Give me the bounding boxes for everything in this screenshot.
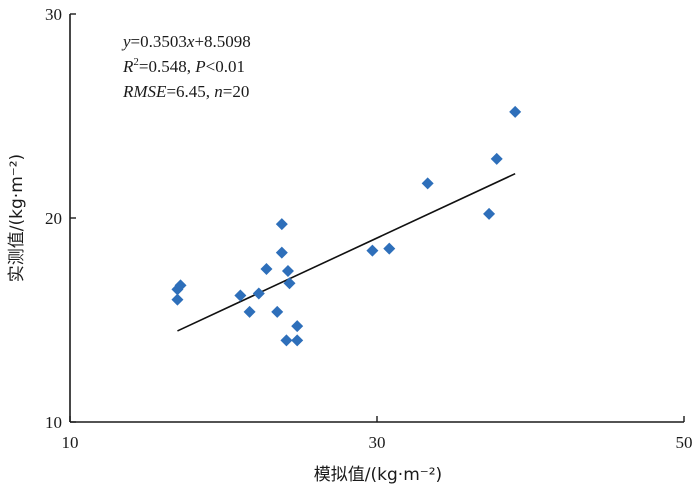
data-point — [291, 320, 304, 333]
x-axis-title: 模拟值/(kg·m⁻²) — [314, 465, 442, 485]
data-point — [275, 218, 288, 231]
data-point — [283, 277, 296, 290]
fit-line — [177, 172, 516, 332]
data-point — [271, 305, 284, 318]
x-tick-label: 10 — [62, 433, 79, 452]
data-point — [171, 293, 184, 306]
data-point — [483, 207, 496, 220]
data-point — [490, 152, 503, 165]
x-tick-label: 50 — [676, 433, 693, 452]
data-point — [366, 244, 379, 257]
r2-annotation: R2=0.548, P<0.01 — [122, 56, 245, 76]
y-tick-label: 20 — [45, 209, 62, 228]
data-point — [281, 265, 294, 278]
data-point — [421, 177, 434, 190]
data-point — [509, 105, 522, 118]
data-point — [275, 246, 288, 259]
y-tick-label: 10 — [45, 413, 62, 432]
y-axis-title: 实测值/(kg·m⁻²) — [7, 154, 27, 282]
data-point — [260, 263, 273, 275]
axes: 10 30 50 10 20 30 — [45, 5, 693, 452]
x-tick-label: 30 — [369, 433, 386, 452]
data-point — [252, 287, 265, 300]
fit-line-group — [177, 172, 516, 332]
equation-annotation: y=0.3503x+8.5098 — [121, 32, 251, 51]
y-tick-label: 30 — [45, 5, 62, 24]
data-point — [280, 334, 293, 347]
data-point — [243, 305, 256, 318]
data-point — [383, 242, 396, 255]
rmse-annotation: RMSE=6.45, n=20 — [122, 82, 249, 101]
data-point — [291, 334, 304, 347]
data-point — [174, 279, 187, 292]
data-points — [171, 105, 522, 347]
data-point — [234, 289, 247, 302]
